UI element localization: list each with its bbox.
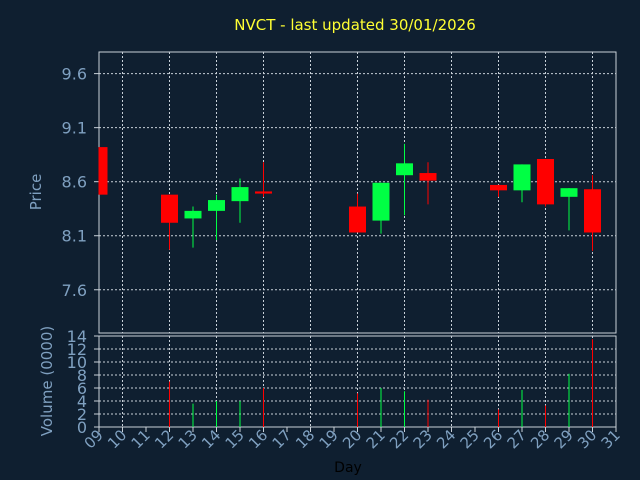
candle-body <box>537 158 554 205</box>
candle-body <box>184 210 202 219</box>
volume-tick-label: 14 <box>67 327 87 346</box>
candle-body <box>513 164 531 191</box>
candle-body <box>208 200 225 211</box>
x-axis: 0910111213141516171819202122232425262728… <box>81 426 624 452</box>
volume-tick-label: 4 <box>77 392 87 411</box>
chart-title: NVCT - last updated 30/01/2026 <box>234 16 476 34</box>
volume-tick-label: 2 <box>77 405 87 424</box>
candle-body <box>99 147 108 195</box>
price-panel: 9.6 9.1 8.6 8.1 7.6 <box>62 51 617 334</box>
candle-body <box>419 173 437 181</box>
candle-body <box>349 206 366 233</box>
candle-body <box>255 191 272 194</box>
candle-body <box>231 187 249 202</box>
x-axis-label: Day <box>334 460 362 476</box>
price-tick-label: 8.6 <box>62 173 87 192</box>
candle-body <box>490 184 507 191</box>
price-tick-label: 7.6 <box>62 281 87 300</box>
price-tick-label: 8.1 <box>62 227 87 246</box>
price-tick-label: 9.6 <box>62 65 87 84</box>
volume-tick-label: 0 <box>77 418 87 437</box>
volume-tick-label: 12 <box>67 340 87 359</box>
candle-body <box>396 163 413 176</box>
candle-body <box>372 182 390 221</box>
price-axis-label: Price <box>27 174 45 211</box>
volume-tick-label: 10 <box>67 353 87 372</box>
price-tick-label: 9.1 <box>62 119 87 138</box>
candle-body <box>584 189 601 233</box>
candle-body <box>161 194 178 223</box>
volume-tick-label: 6 <box>77 379 87 398</box>
volume-tick-label: 8 <box>77 366 87 385</box>
candle-body <box>560 188 578 197</box>
volume-axis-label: Volume (0000) <box>38 326 56 436</box>
